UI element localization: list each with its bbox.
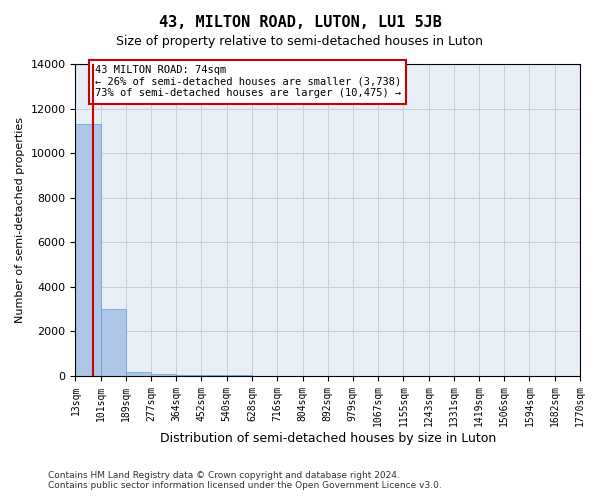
Y-axis label: Number of semi-detached properties: Number of semi-detached properties	[15, 117, 25, 323]
Text: 43, MILTON ROAD, LUTON, LU1 5JB: 43, MILTON ROAD, LUTON, LU1 5JB	[158, 15, 442, 30]
X-axis label: Distribution of semi-detached houses by size in Luton: Distribution of semi-detached houses by …	[160, 432, 496, 445]
Bar	[151, 374, 176, 376]
Bar	[76, 124, 101, 376]
Text: Contains HM Land Registry data © Crown copyright and database right 2024.
Contai: Contains HM Land Registry data © Crown c…	[48, 470, 442, 490]
Bar	[126, 372, 151, 376]
Text: 43 MILTON ROAD: 74sqm
← 26% of semi-detached houses are smaller (3,738)
73% of s: 43 MILTON ROAD: 74sqm ← 26% of semi-deta…	[95, 65, 401, 98]
Text: Size of property relative to semi-detached houses in Luton: Size of property relative to semi-detach…	[116, 35, 484, 48]
Bar	[101, 309, 126, 376]
